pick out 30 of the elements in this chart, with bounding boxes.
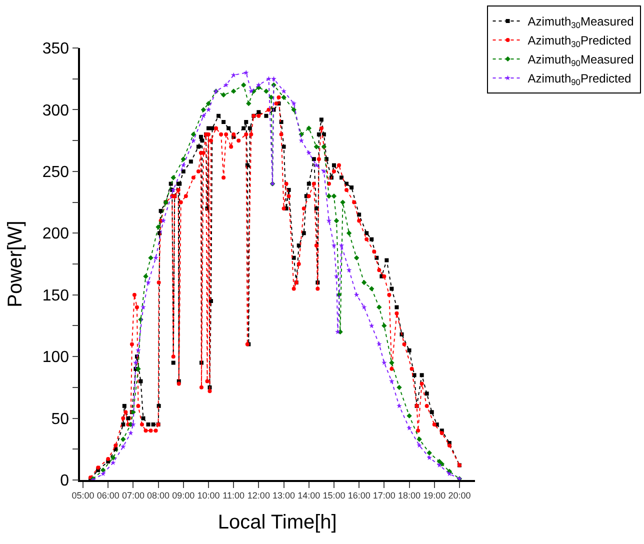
y-tick-label: 150 [42, 287, 70, 304]
y-tick-label: 300 [42, 102, 70, 120]
x-tick-label: 18:00 [398, 490, 421, 501]
x-tick-label: 10:00 [197, 490, 220, 501]
y-tick-label: 350 [42, 40, 70, 58]
legend-label: Azimuth$_{30}$Predicted [528, 34, 632, 50]
y-axis-title: Power[W] [4, 220, 26, 308]
x-tick-label: 08:00 [147, 490, 170, 501]
x-tick-label: 06:00 [96, 490, 120, 501]
x-tick-label: 09:00 [172, 490, 195, 501]
legend-label: Azimuth$_{90}$Measured [528, 52, 634, 68]
x-tick-label: 16:00 [348, 490, 370, 501]
y-tick-label: 100 [42, 349, 70, 366]
x-tick-label: 20:00 [448, 490, 471, 501]
x-tick-label: 17:00 [372, 490, 396, 501]
x-tick-label: 07:00 [122, 490, 144, 501]
y-tick-label: 0 [60, 472, 70, 490]
x-tick-label: 13:00 [272, 490, 296, 501]
x-tick-label: 12:00 [247, 490, 270, 501]
x-tick-label: 19:00 [423, 490, 446, 501]
legend-label: Azimuth$_{90}$Predicted [528, 72, 632, 88]
y-tick-label: 200 [42, 226, 70, 243]
x-tick-label: 11:00 [222, 490, 245, 501]
x-tick-label: 15:00 [322, 490, 346, 501]
y-tick-label: 250 [42, 164, 70, 182]
x-tick-label: 14:00 [298, 490, 320, 501]
x-axis-title: Local Time[h] [218, 512, 337, 534]
x-tick-label: 05:00 [72, 490, 94, 501]
legend-label: Azimuth$_{30}$Measured [528, 14, 634, 30]
y-tick-label: 50 [51, 410, 70, 428]
